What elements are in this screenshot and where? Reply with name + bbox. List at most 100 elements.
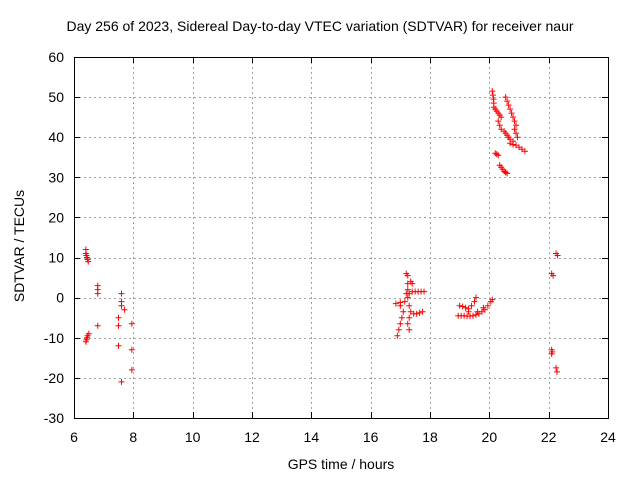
data-point bbox=[397, 320, 404, 327]
data-point bbox=[115, 322, 122, 329]
data-point bbox=[421, 288, 428, 295]
x-tick-label: 6 bbox=[70, 429, 78, 445]
data-point bbox=[128, 346, 135, 353]
y-tick-label: 0 bbox=[56, 290, 64, 306]
data-point bbox=[521, 148, 528, 155]
y-axis-label: SDTVAR / TECUs bbox=[11, 189, 27, 303]
data-point bbox=[462, 304, 469, 311]
x-tick-label: 20 bbox=[482, 429, 498, 445]
data-point bbox=[511, 126, 518, 133]
data-point bbox=[94, 290, 101, 297]
data-point bbox=[502, 94, 509, 101]
data-point bbox=[416, 309, 423, 316]
data-point bbox=[489, 88, 496, 95]
y-tick-label: -30 bbox=[44, 410, 64, 426]
data-point bbox=[465, 308, 472, 315]
data-point bbox=[395, 326, 402, 333]
data-point bbox=[128, 320, 135, 327]
x-tick-label: 24 bbox=[600, 429, 616, 445]
data-point bbox=[513, 122, 520, 129]
data-point bbox=[504, 98, 511, 105]
data-point bbox=[554, 252, 561, 259]
y-tick-label: 40 bbox=[48, 129, 64, 145]
data-point bbox=[85, 330, 92, 337]
data-point bbox=[489, 92, 496, 99]
data-point bbox=[94, 322, 101, 329]
data-point bbox=[548, 350, 555, 357]
data-point bbox=[121, 306, 128, 313]
tick-marks bbox=[74, 57, 609, 419]
data-point bbox=[118, 290, 125, 297]
x-tick-label: 22 bbox=[541, 429, 557, 445]
x-tick-label: 8 bbox=[129, 429, 137, 445]
data-point bbox=[498, 114, 505, 121]
data-point bbox=[397, 299, 404, 306]
data-point bbox=[470, 312, 477, 319]
y-tick-label: 30 bbox=[48, 169, 64, 185]
data-point bbox=[472, 294, 479, 301]
data-point bbox=[480, 304, 487, 311]
data-point bbox=[404, 272, 411, 279]
data-point bbox=[511, 118, 518, 125]
data-point bbox=[553, 368, 560, 375]
y-tick-label: 20 bbox=[48, 209, 64, 225]
data-point bbox=[505, 102, 512, 109]
chart-title: Day 256 of 2023, Sidereal Day-to-day VTE… bbox=[66, 18, 574, 34]
data-point bbox=[409, 280, 416, 287]
data-point bbox=[489, 296, 496, 303]
data-point bbox=[507, 106, 514, 113]
x-tick-label: 18 bbox=[422, 429, 438, 445]
data-point bbox=[493, 151, 500, 158]
data-point bbox=[398, 314, 405, 321]
data-point bbox=[456, 302, 463, 309]
data-point bbox=[406, 302, 413, 309]
data-point bbox=[419, 308, 426, 315]
y-tick-label: 50 bbox=[48, 89, 64, 105]
data-point bbox=[495, 118, 502, 125]
data-point bbox=[128, 366, 135, 373]
data-point bbox=[468, 302, 475, 309]
y-tick-label: 10 bbox=[48, 250, 64, 266]
data-point bbox=[394, 332, 401, 339]
data-points bbox=[82, 88, 561, 385]
y-tick-label: 60 bbox=[48, 49, 64, 65]
x-tick-label: 16 bbox=[363, 429, 379, 445]
data-point bbox=[115, 314, 122, 321]
y-tick-labels: -30 -20 -10 0 10 20 30 40 50 60 bbox=[44, 49, 64, 426]
data-point bbox=[118, 378, 125, 385]
data-point bbox=[504, 170, 511, 177]
data-point bbox=[553, 364, 560, 371]
data-point bbox=[510, 114, 517, 121]
data-point bbox=[404, 320, 411, 327]
data-point bbox=[85, 258, 92, 265]
x-tick-label: 12 bbox=[244, 429, 260, 445]
data-point bbox=[413, 310, 420, 317]
data-point bbox=[550, 272, 557, 279]
data-point bbox=[502, 169, 509, 176]
data-point bbox=[507, 140, 514, 147]
data-point bbox=[484, 302, 491, 309]
plot-frame bbox=[74, 57, 609, 419]
data-point bbox=[472, 311, 479, 318]
data-point bbox=[495, 152, 502, 159]
data-point bbox=[118, 302, 125, 309]
data-point bbox=[474, 308, 481, 315]
grid-lines bbox=[74, 57, 608, 418]
data-point bbox=[406, 326, 413, 333]
x-axis-label: GPS time / hours bbox=[287, 456, 395, 472]
data-point bbox=[508, 110, 515, 117]
x-tick-labels: 6 8 10 12 14 16 18 20 22 24 bbox=[70, 429, 616, 445]
x-tick-label: 14 bbox=[304, 429, 320, 445]
data-point bbox=[392, 300, 399, 307]
y-tick-label: -20 bbox=[44, 370, 64, 386]
data-point bbox=[513, 130, 520, 137]
x-tick-label: 10 bbox=[185, 429, 201, 445]
data-point bbox=[496, 122, 503, 129]
data-point bbox=[401, 298, 408, 305]
data-point bbox=[510, 141, 517, 148]
data-point bbox=[400, 308, 407, 315]
data-point bbox=[404, 294, 411, 301]
data-point bbox=[514, 134, 521, 141]
data-point bbox=[471, 298, 478, 305]
